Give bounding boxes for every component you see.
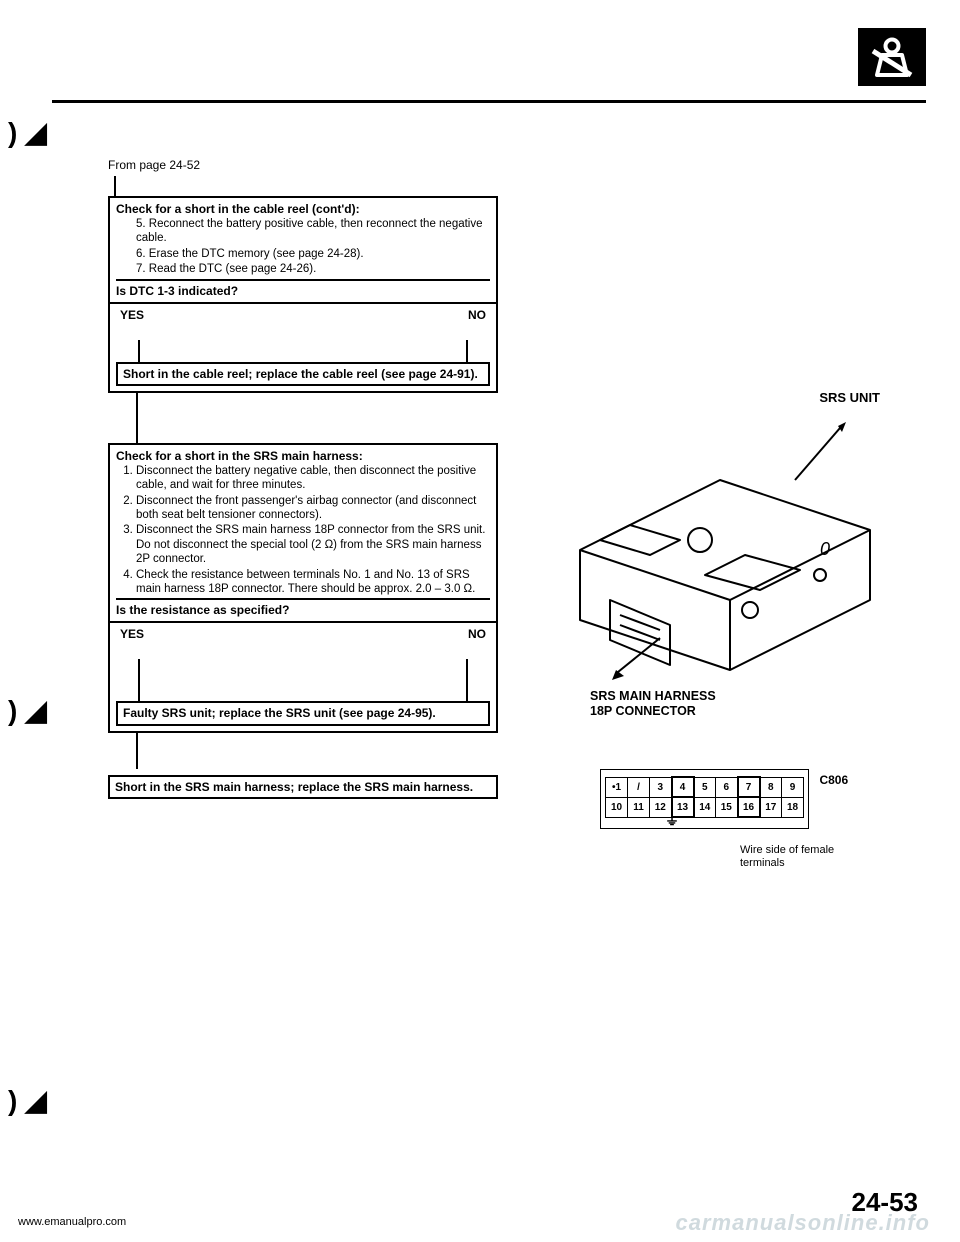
yes-no-branch: YES NO Faulty SRS unit; replace the SRS … [108, 623, 498, 732]
diagram-area: SRS UNIT 0 SRS MAIN HARNESS 18P CONNECTO… [540, 390, 920, 869]
svg-text:0: 0 [820, 539, 830, 559]
srs-unit-label: SRS UNIT [819, 390, 880, 405]
result-box: Faulty SRS unit; replace the SRS unit (s… [116, 701, 490, 725]
binder-mark-icon: ) ◢ [8, 1084, 47, 1117]
ground-icon: ⏚ [665, 810, 679, 830]
flow-step-box: Check for a short in the cable reel (con… [108, 196, 498, 304]
step-title: Check for a short in the cable reel (con… [116, 202, 490, 216]
step-title: Check for a short in the SRS main harnes… [116, 449, 490, 463]
step-item: Disconnect the battery negative cable, t… [136, 464, 490, 493]
decision-question: Is the resistance as specified? [116, 598, 490, 617]
seatbelt-warning-icon [858, 28, 926, 86]
source-url: www.emanualpro.com [18, 1216, 126, 1228]
step-item: Erase the DTC memory (see page 24-28). [136, 247, 490, 261]
yes-label: YES [120, 627, 144, 641]
horizontal-rule [52, 100, 926, 103]
step-item: Read the DTC (see page 24-26). [136, 262, 490, 276]
binder-mark-icon: ) ◢ [8, 116, 47, 149]
connector-pinout: •1 / 3 4 5 6 7 8 9 10 11 12 13 14 15 [605, 776, 804, 818]
harness-label: SRS MAIN HARNESS 18P CONNECTOR [590, 689, 920, 719]
no-label: NO [468, 627, 486, 641]
yes-label: YES [120, 308, 144, 322]
wire-side-note: Wire side of female terminals [740, 844, 920, 869]
yes-no-branch: YES NO Short in the cable reel; replace … [108, 304, 498, 393]
srs-unit-illustration: 0 [540, 420, 900, 680]
result-box: Short in the cable reel; replace the cab… [116, 362, 490, 386]
result-box: Short in the SRS main harness; replace t… [108, 775, 498, 799]
step-item: Check the resistance between terminals N… [136, 568, 490, 597]
connector-id: C806 [819, 773, 848, 787]
watermark-text: carmanualsonline.info [676, 1210, 931, 1236]
step-item: Reconnect the battery positive cable, th… [136, 217, 490, 246]
from-page-ref: From page 24-52 [108, 158, 498, 172]
binder-mark-icon: ) ◢ [8, 694, 47, 727]
step-item: Disconnect the SRS main harness 18P conn… [136, 523, 490, 566]
flowchart: From page 24-52 Check for a short in the… [108, 158, 498, 799]
no-label: NO [468, 308, 486, 322]
flow-step-box: Check for a short in the SRS main harnes… [108, 443, 498, 623]
decision-question: Is DTC 1-3 indicated? [116, 279, 490, 298]
step-item: Disconnect the front passenger's airbag … [136, 494, 490, 523]
connector-diagram: •1 / 3 4 5 6 7 8 9 10 11 12 13 14 15 [600, 769, 920, 869]
